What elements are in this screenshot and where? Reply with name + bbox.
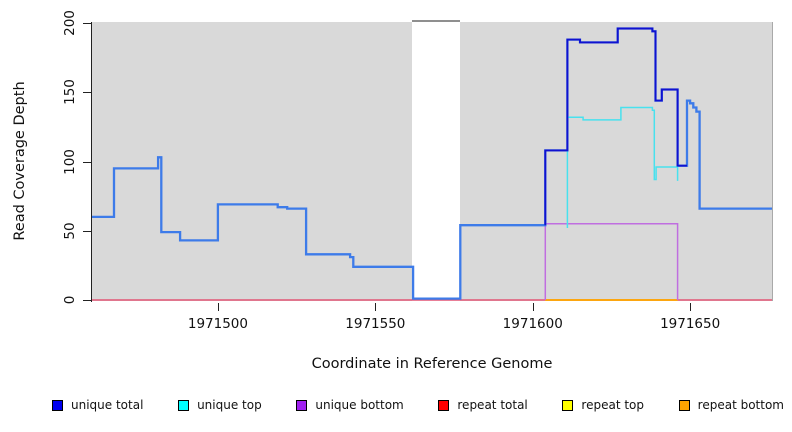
legend-item-unique-total: unique total (52, 398, 143, 412)
y-axis (91, 22, 92, 302)
series-total-line (92, 27, 772, 300)
legend-item-unique-bottom: unique bottom (296, 398, 404, 412)
y-axis-title: Read Coverage Depth (12, 81, 28, 241)
legend-item-repeat-top: repeat top (562, 398, 644, 412)
legend-swatch-unique-total (52, 399, 63, 411)
legend-swatch-unique-bottom (296, 399, 308, 411)
y-tick (83, 300, 91, 301)
series-unique-total-line (544, 27, 687, 226)
y-tick (83, 92, 91, 94)
x-tick-label: 1971550 (345, 316, 406, 332)
legend-swatch-repeat-bottom (678, 399, 690, 411)
legend-label: repeat total (457, 398, 528, 412)
legend-item-unique-top: unique top (178, 398, 262, 412)
y-tick-label: 200 (62, 10, 78, 36)
x-tick-label: 1971500 (187, 316, 248, 332)
x-tick (690, 303, 692, 311)
series-unique-top-line (566, 106, 679, 228)
y-tick (83, 161, 91, 163)
legend-label: repeat bottom (697, 398, 784, 412)
x-tick-label: 1971650 (660, 316, 721, 332)
legend-label: unique top (197, 398, 262, 412)
y-tick (83, 23, 91, 24)
legend-swatch-repeat-top (562, 399, 574, 411)
legend-label: unique total (71, 398, 144, 412)
x-tick (532, 303, 534, 311)
y-tick-label: 50 (62, 222, 78, 240)
x-tick-label: 1971600 (502, 316, 563, 332)
legend-label: unique bottom (315, 398, 404, 412)
legend-label: repeat top (581, 398, 645, 412)
legend-swatch-unique-top (178, 399, 190, 411)
legend-swatch-repeat-total (438, 399, 450, 411)
series-unique-bottom-line (544, 223, 679, 300)
coverage-series-svg (92, 27, 772, 301)
y-tick (83, 230, 91, 232)
y-tick-label: 150 (62, 79, 78, 106)
x-axis-title: Coordinate in Reference Genome (311, 356, 553, 372)
y-tick-label: 0 (62, 295, 78, 305)
legend-item-repeat-total: repeat total (438, 398, 528, 412)
legend: unique total unique top unique bottom repea… (52, 396, 784, 414)
x-tick (375, 303, 377, 311)
x-tick (217, 303, 219, 311)
masked-region (412, 20, 461, 301)
legend-item-repeat-bottom: repeat bottom (678, 398, 784, 412)
y-tick-label: 100 (62, 148, 78, 175)
